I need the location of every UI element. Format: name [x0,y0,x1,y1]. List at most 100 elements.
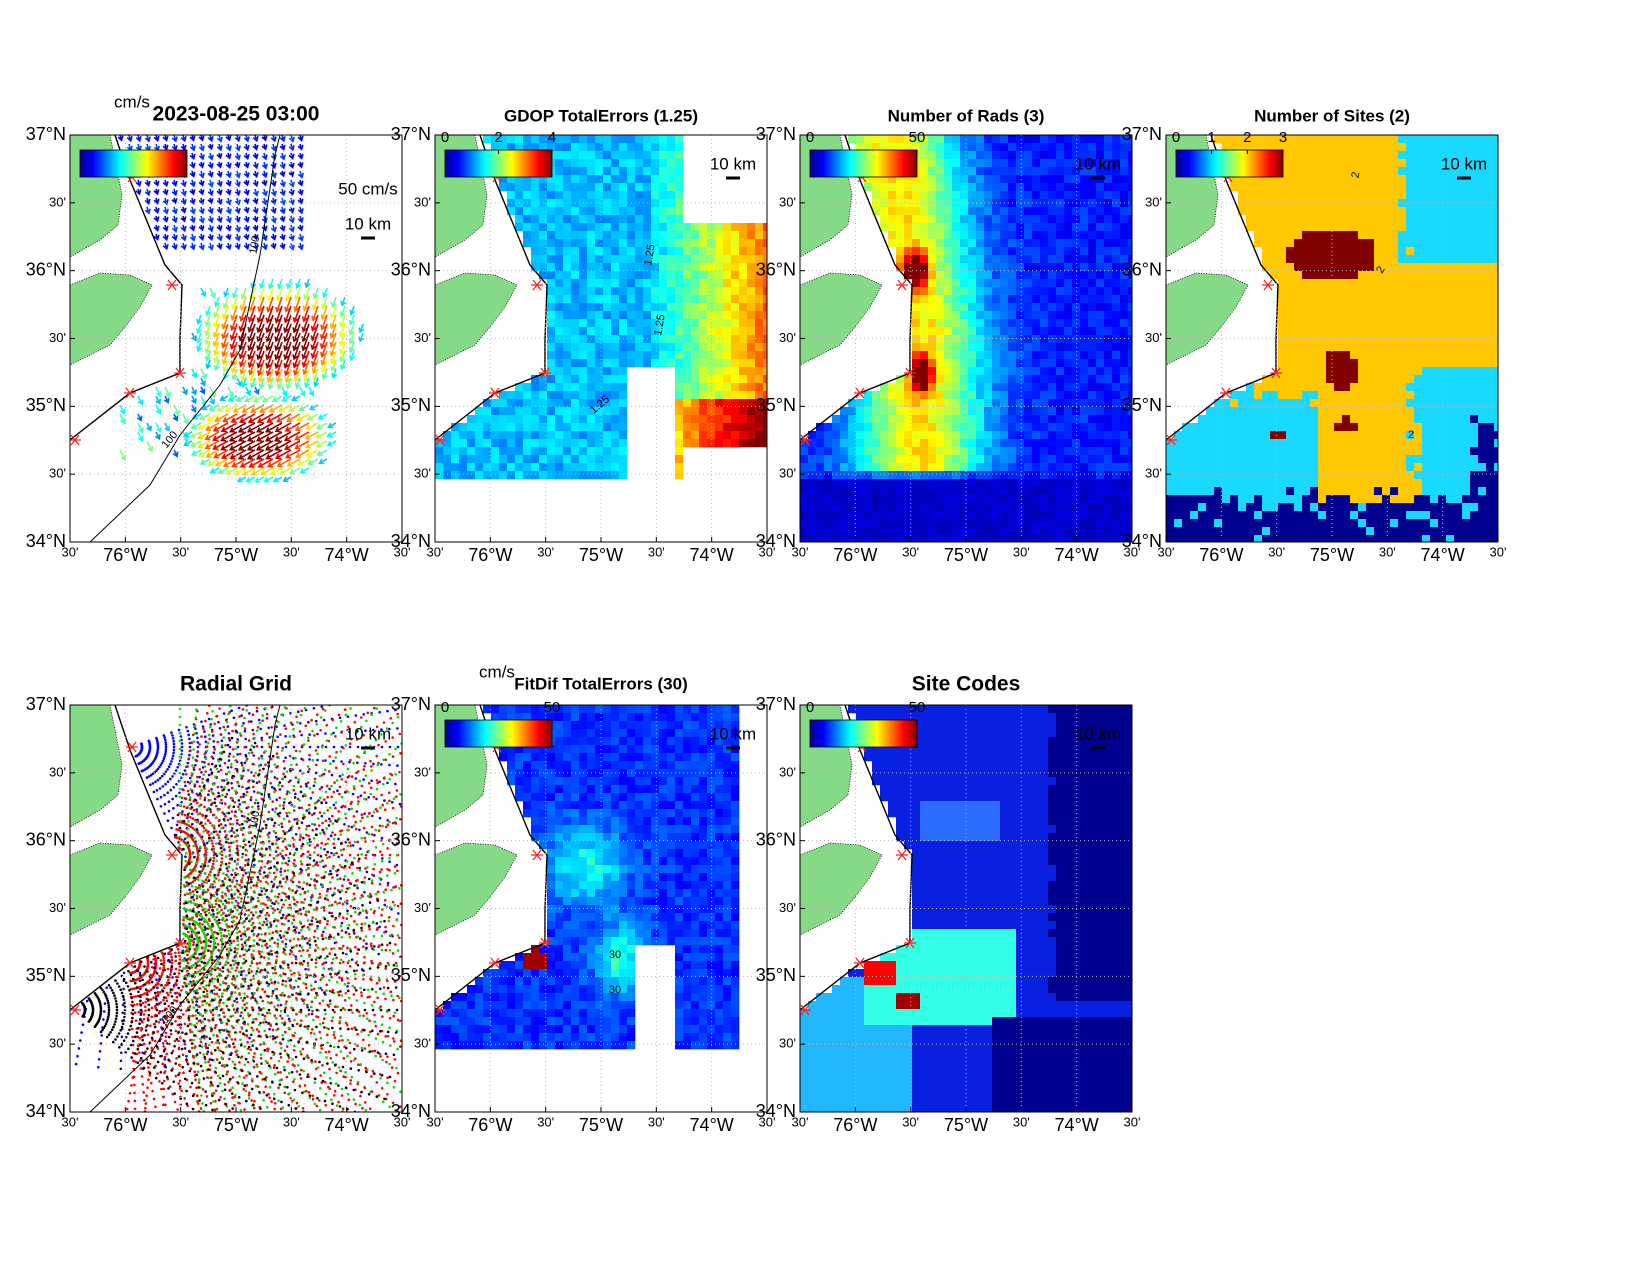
field-cell [587,343,596,352]
field-cell [451,471,460,480]
field-cell [1422,255,1431,264]
field-cell [968,255,977,264]
field-cell [1112,175,1121,184]
field-cell [896,535,905,542]
field-cell [1486,167,1495,176]
field-cell [992,455,1001,464]
field-cell [952,391,961,400]
field-cell [800,447,809,456]
field-cell [755,327,764,336]
field-cell [579,223,588,232]
field-cell [1398,207,1407,216]
field-cell [1494,223,1498,232]
field-cell [699,407,708,416]
field-cell [832,527,841,536]
field-cell [1342,311,1351,320]
current-vector [279,152,286,161]
field-cell [1326,295,1335,304]
field-cell [675,431,684,440]
field-cell [1462,335,1471,344]
field-cell [1334,327,1343,336]
field-cell [747,263,756,272]
field-cell [1470,191,1479,200]
field-cell [952,271,961,280]
field-cell [1334,223,1343,232]
field-cell [1032,407,1041,416]
field-cell [1334,191,1343,200]
field-cell [579,295,588,304]
field-cell [595,279,604,288]
field-cell [1088,375,1097,384]
field-cell [1104,151,1113,160]
field-cell [848,407,857,416]
field-cell [507,391,516,400]
field-cell [808,471,817,480]
field-cell [968,327,977,336]
field-cell [563,151,572,160]
field-cell [1406,407,1415,416]
field-cell [531,471,540,480]
field-cell [1438,351,1447,360]
current-vector [230,413,247,423]
field-cell [715,263,724,272]
field-cell [864,135,873,144]
current-vector [205,449,220,458]
field-cell [840,423,849,432]
field-cell [1342,247,1351,256]
field-cell [968,535,977,542]
field-cell [1222,399,1231,408]
field-cell [1366,423,1375,432]
field-cell [1342,175,1351,184]
current-vector [221,341,229,358]
field-cell [627,287,636,296]
field-cell [531,247,540,256]
field-cell [1080,455,1089,464]
field-cell [1350,303,1359,312]
field-cell [619,151,628,160]
field-cell [1238,143,1247,152]
field-cell [920,359,929,368]
field-cell [539,471,548,480]
field-cell [731,399,740,408]
field-cell [1462,407,1471,416]
field-cell [651,295,660,304]
field-cell [800,503,809,512]
field-cell [984,239,993,248]
field-cell [1310,247,1319,256]
field-cell [1040,439,1049,448]
field-cell [1414,207,1423,216]
field-cell [1494,287,1498,296]
field-cell [1286,263,1295,272]
field-cell [1056,367,1065,376]
field-cell [635,135,644,144]
field-cell [675,191,684,200]
field-cell [1120,535,1129,542]
field-cell [1024,255,1033,264]
field-cell [896,175,905,184]
current-vector [288,161,295,169]
field-cell [1422,151,1431,160]
field-cell [984,415,993,424]
field-cell [1366,143,1375,152]
field-cell [1024,159,1033,168]
field-cell [1438,215,1447,224]
field-cell [952,335,961,344]
current-vector [162,224,169,233]
field-cell [755,343,764,352]
field-cell [832,503,841,512]
field-cell [1390,167,1399,176]
field-cell [523,383,532,392]
field-cell [1064,159,1073,168]
field-cell [960,375,969,384]
field-cell [1462,231,1471,240]
field-cell [675,143,684,152]
y-tick-label: 35°N [391,395,431,415]
current-vector [311,305,319,322]
field-cell [587,359,596,368]
field-cell [936,167,945,176]
field-cell [1478,175,1487,184]
field-cell [1350,183,1359,192]
field-cell [1262,191,1271,200]
field-cell [1414,415,1423,424]
field-cell [984,335,993,344]
